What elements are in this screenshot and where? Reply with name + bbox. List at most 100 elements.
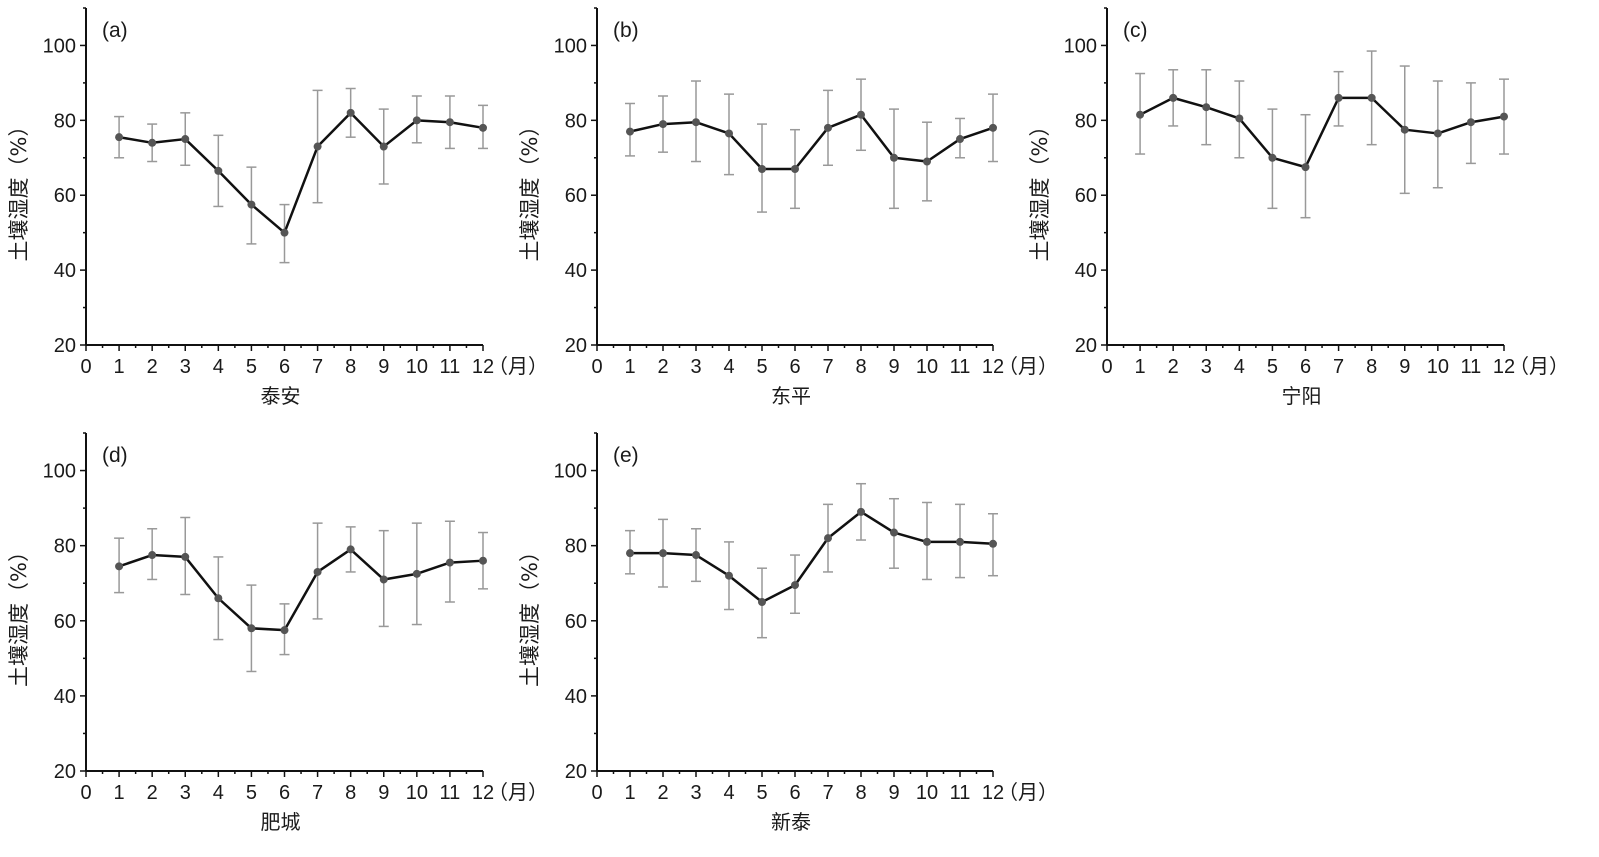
y-tick-label: 100 [43, 461, 76, 483]
y-tick-label: 20 [54, 761, 76, 783]
data-point [626, 127, 634, 136]
x-tick-label: 8 [1366, 356, 1377, 378]
y-tick-label: 60 [54, 611, 76, 633]
x-tick-label: 7 [822, 782, 833, 804]
x-unit-label: （月） [998, 354, 1058, 378]
y-tick-label: 80 [565, 110, 587, 132]
data-point [247, 200, 256, 209]
data-point [1136, 110, 1145, 119]
panel-label: (e) [613, 444, 639, 467]
data-point [1235, 114, 1244, 123]
y-tick-label: 40 [565, 686, 587, 708]
y-tick-label: 100 [43, 35, 76, 57]
data-point [313, 142, 322, 151]
y-tick-label: 60 [1075, 185, 1097, 207]
data-point [247, 624, 256, 633]
y-tick-label: 80 [54, 536, 76, 558]
x-tick-label: 7 [312, 782, 323, 804]
data-point [692, 551, 700, 560]
y-tick-label: 60 [54, 185, 76, 207]
x-tick-label: 0 [80, 356, 91, 378]
x-tick-label: 11 [440, 356, 461, 378]
data-point [1268, 153, 1277, 162]
data-point [692, 118, 700, 127]
data-point [1433, 129, 1442, 138]
x-tick-label: 6 [1300, 356, 1311, 378]
data-point [758, 165, 766, 174]
series-line [630, 510, 994, 604]
x-tick-label: 9 [378, 356, 389, 378]
x-tick-label: 10 [1427, 356, 1449, 378]
x-tick-label: 9 [888, 356, 899, 378]
x-tick-label: 9 [888, 782, 899, 804]
x-tick-label: 8 [345, 356, 356, 378]
data-point [923, 157, 931, 166]
panel-label: (d) [102, 444, 128, 467]
x-tick-label: 11 [440, 782, 461, 804]
x-tick-label: 7 [822, 356, 833, 378]
x-unit-label: （月） [488, 780, 548, 804]
x-axis-title: 宁阳 [1282, 384, 1322, 408]
series-line [1139, 96, 1505, 169]
x-tick-label: 2 [657, 356, 668, 378]
x-axis-title: 泰安 [261, 384, 301, 408]
data-point [659, 120, 667, 129]
data-point [626, 549, 634, 558]
data-point [412, 569, 421, 578]
y-tick-label: 100 [554, 35, 587, 57]
x-tick-label: 0 [591, 782, 602, 804]
x-tick-label: 3 [1201, 356, 1212, 378]
x-tick-label: 8 [855, 782, 866, 804]
x-tick-label: 5 [756, 782, 767, 804]
x-tick-label: 12 [1493, 356, 1515, 378]
series-line [629, 113, 994, 171]
data-point [181, 552, 190, 561]
data-point [445, 118, 454, 127]
y-tick-label: 20 [1075, 335, 1097, 357]
x-tick-label: 6 [789, 782, 800, 804]
data-point [857, 507, 865, 516]
data-point [1169, 93, 1178, 102]
x-tick-label: 6 [789, 356, 800, 378]
x-tick-label: 7 [1333, 356, 1344, 378]
x-tick-label: 7 [312, 356, 323, 378]
x-tick-label: 4 [723, 782, 734, 804]
data-point [1500, 112, 1508, 121]
data-point [956, 135, 964, 144]
x-tick-label: 5 [756, 356, 767, 378]
y-axis-title: 土壤湿度（%） [518, 541, 542, 687]
y-tick-label: 60 [565, 185, 587, 207]
data-point [379, 142, 388, 151]
x-tick-label: 10 [916, 356, 938, 378]
x-tick-label: 5 [1267, 356, 1278, 378]
x-tick-label: 12 [472, 782, 494, 804]
data-point [758, 598, 766, 606]
x-unit-label: （月） [1509, 354, 1569, 378]
x-tick-label: 10 [406, 356, 428, 378]
data-point [445, 558, 454, 567]
x-unit-label: （月） [998, 780, 1058, 804]
panel-label: (a) [102, 19, 128, 42]
x-tick-label: 9 [1399, 356, 1410, 378]
data-point [346, 545, 355, 554]
y-tick-label: 40 [565, 260, 587, 282]
x-tick-label: 4 [213, 356, 224, 378]
data-point [280, 626, 289, 635]
data-point [280, 228, 289, 237]
x-tick-label: 2 [657, 782, 668, 804]
x-tick-label: 1 [114, 356, 125, 378]
x-tick-label: 11 [950, 356, 971, 378]
x-tick-label: 6 [279, 356, 290, 378]
x-tick-label: 2 [1168, 356, 1179, 378]
x-axis-title: 东平 [771, 384, 811, 408]
data-point [313, 567, 322, 576]
x-tick-label: 1 [624, 356, 635, 378]
data-point [1400, 125, 1409, 134]
panel-label: (c) [1123, 19, 1148, 42]
y-axis-title: 土壤湿度（%） [7, 541, 31, 687]
